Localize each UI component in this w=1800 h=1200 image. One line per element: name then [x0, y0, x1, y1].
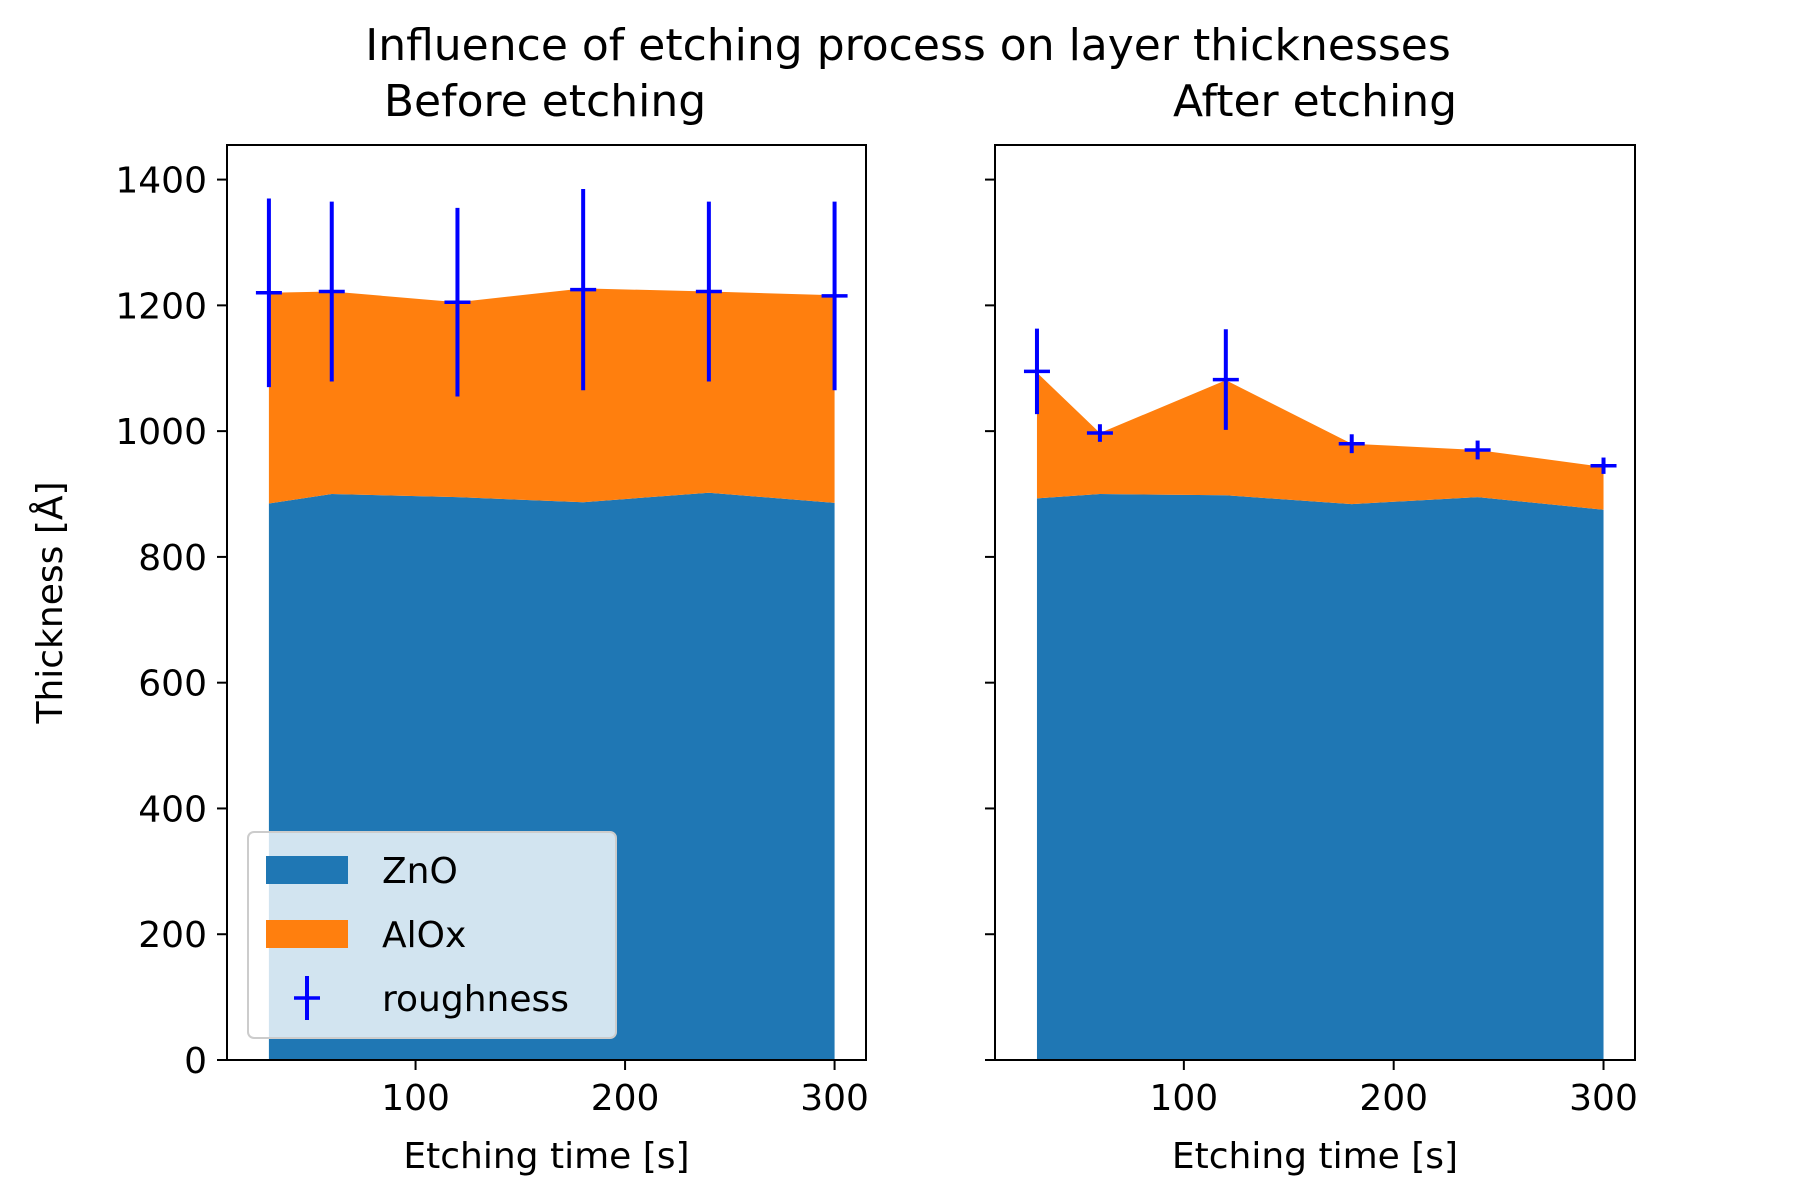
x-axis-label: Etching time [s]	[403, 1136, 689, 1177]
y-tick-label: 400	[138, 789, 207, 830]
area-zno	[1036, 494, 1604, 1060]
x-tick-label: 300	[800, 1078, 869, 1119]
y-tick-label: 1200	[115, 286, 207, 327]
legend-item-zno-label: ZnO	[382, 851, 458, 892]
right-panel: 100 200 300 Etching time [s]	[985, 144, 1638, 1177]
right-panel-title: After etching	[1173, 76, 1457, 127]
y-tick-label: 1400	[115, 161, 207, 202]
figure-suptitle: Influence of etching process on layer th…	[365, 20, 1451, 71]
y-tick-label: 200	[138, 915, 207, 956]
x-tick-label: 300	[1569, 1078, 1638, 1119]
legend-item-alox-label: AlOx	[382, 915, 466, 956]
legend-item-roughness-label: roughness	[382, 979, 569, 1020]
x-axis-label: Etching time [s]	[1172, 1136, 1458, 1177]
x-tick-label: 200	[591, 1078, 660, 1119]
y-tick-label: 0	[184, 1041, 207, 1082]
legend-item-zno-swatch	[266, 856, 348, 884]
y-tick-label: 600	[138, 664, 207, 705]
y-axis-label: Thickness [Å]	[28, 481, 71, 724]
left-panel-title: Before etching	[384, 76, 706, 127]
legend-item-alox-swatch	[266, 920, 348, 948]
plot-frame	[994, 144, 1636, 1061]
y-tick-label: 800	[138, 538, 207, 579]
area-alox	[1036, 372, 1604, 510]
y-tick-label: 1000	[115, 412, 207, 453]
x-tick-label: 100	[381, 1078, 450, 1119]
x-tick-label: 100	[1149, 1078, 1218, 1119]
area-alox	[268, 288, 835, 504]
x-tick-label: 200	[1359, 1078, 1428, 1119]
plot-frame	[226, 144, 867, 1061]
legend: ZnO AlOx roughness	[247, 831, 617, 1039]
